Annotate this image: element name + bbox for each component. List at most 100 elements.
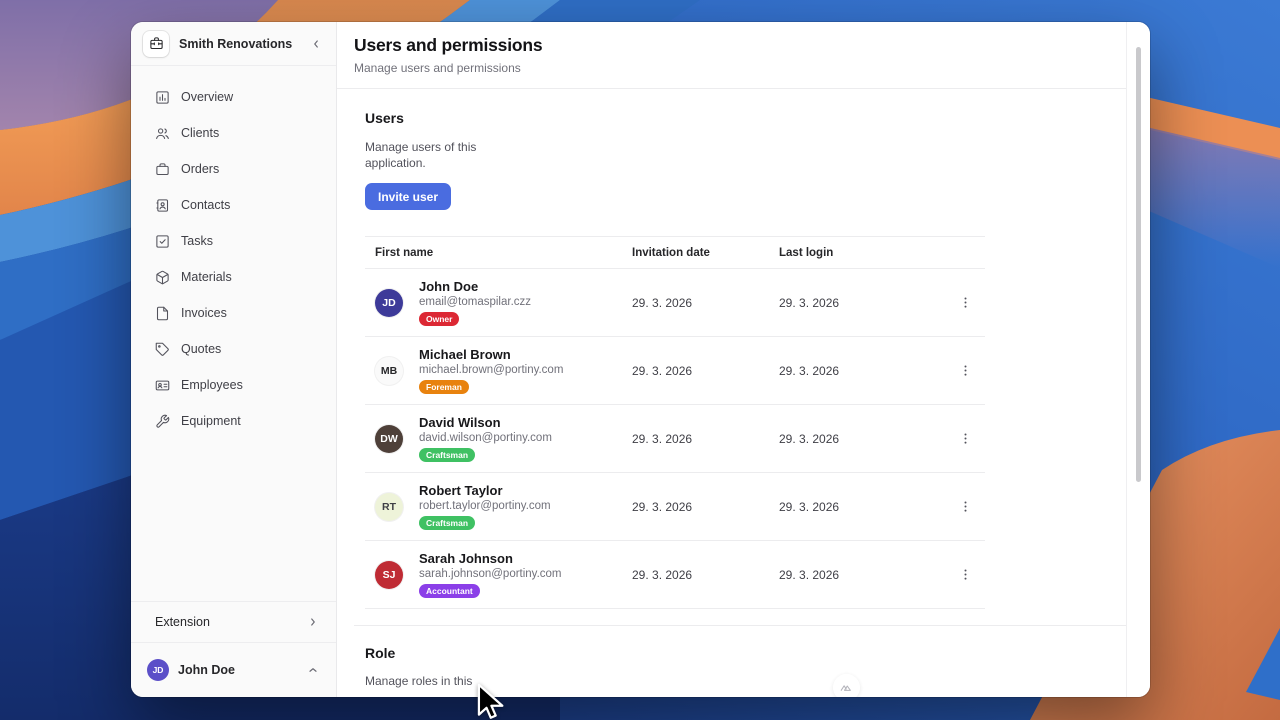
- sidebar-item-orders[interactable]: Orders: [131, 151, 336, 187]
- sidebar-item-label: Quotes: [181, 342, 222, 356]
- user-name: Robert Taylor: [419, 482, 503, 498]
- sidebar-item-clients[interactable]: Clients: [131, 115, 336, 151]
- role-description: Manage roles in this: [365, 674, 473, 689]
- mouse-cursor: [477, 683, 504, 719]
- sidebar-nav: Overview Clients Orders Contacts Tasks Materi…: [131, 66, 336, 439]
- sidebar-item-quotes[interactable]: Quotes: [131, 331, 336, 367]
- briefcase-icon: [155, 162, 170, 177]
- sidebar-item-employees[interactable]: Employees: [131, 367, 336, 403]
- chevron-right-icon: [311, 618, 315, 626]
- row-menu-button[interactable]: [948, 431, 982, 446]
- toolbox-icon: [143, 30, 169, 57]
- contact-book-icon: [155, 198, 170, 213]
- user-email: david.wilson@portiny.com: [419, 431, 552, 444]
- role-badge: Craftsman: [419, 447, 476, 463]
- table-body: JD John Doe email@tomaspilar.czz Owner 29. 3…: [365, 269, 985, 610]
- users-heading: Users: [365, 110, 404, 126]
- user-name: Sarah Johnson: [419, 550, 513, 566]
- table-row: DW David Wilson david.wilson@portiny.com Cr…: [365, 405, 985, 474]
- last-login: 29. 3. 2026: [779, 567, 840, 582]
- sidebar-header: Smith Renovations: [131, 22, 336, 66]
- table-row: RT Robert Taylor robert.taylor@portiny.com…: [365, 473, 985, 542]
- brand-name: Smith Renovations: [179, 36, 293, 51]
- bar-chart-icon: [155, 90, 170, 105]
- role-badge: Accountant: [419, 583, 480, 599]
- mountains-icon: [833, 674, 860, 697]
- divider: [131, 642, 336, 643]
- main-content: Users and permissions Manage users and p…: [337, 22, 1127, 697]
- row-menu-button[interactable]: [948, 363, 982, 378]
- column-header-first-name: First name: [375, 246, 434, 259]
- users-section: Users Manage users of this application. …: [337, 89, 1126, 688]
- wrench-icon: [155, 414, 170, 429]
- kebab-icon: [964, 365, 966, 376]
- avatar: DW: [375, 424, 403, 453]
- last-login: 29. 3. 2026: [779, 295, 840, 310]
- page-title: Users and permissions: [354, 35, 543, 55]
- sidebar-bottom: Extension JD John Doe: [131, 601, 336, 697]
- last-login: 29. 3. 2026: [779, 499, 840, 514]
- avatar: JD: [147, 659, 169, 681]
- scrollbar-thumb[interactable]: [1136, 47, 1141, 482]
- sidebar-collapse-button[interactable]: [308, 36, 324, 52]
- column-header-invitation-date: Invitation date: [632, 246, 710, 259]
- sidebar-item-label: Employees: [181, 378, 243, 392]
- sidebar-item-overview[interactable]: Overview: [131, 79, 336, 115]
- sidebar-item-materials[interactable]: Materials: [131, 259, 336, 295]
- kebab-icon: [964, 569, 966, 580]
- user-name: David Wilson: [419, 414, 501, 430]
- sidebar-item-equipment[interactable]: Equipment: [131, 403, 336, 439]
- last-login: 29. 3. 2026: [779, 431, 840, 446]
- invite-user-button[interactable]: Invite user: [365, 183, 452, 211]
- file-icon: [155, 306, 170, 321]
- sidebar-item-label: Overview: [181, 90, 234, 104]
- user-email: robert.taylor@portiny.com: [419, 499, 551, 512]
- kebab-icon: [964, 297, 966, 308]
- role-badge: Owner: [419, 311, 460, 327]
- avatar: JD: [375, 288, 403, 317]
- avatar: MB: [375, 356, 403, 385]
- users-description: Manage users of this application.: [365, 140, 477, 171]
- row-menu-button[interactable]: [948, 295, 982, 310]
- sidebar-item-label: Invoices: [181, 306, 227, 320]
- package-icon: [155, 270, 170, 285]
- table-header: First name Invitation date Last login: [365, 236, 985, 270]
- sidebar: Smith Renovations Overview Clients Orders C…: [131, 22, 337, 697]
- page-subtitle: Manage users and permissions: [354, 61, 521, 75]
- sidebar-item-label: Orders: [181, 162, 220, 176]
- invitation-date: 29. 3. 2026: [632, 295, 693, 310]
- section-divider: [354, 625, 1126, 627]
- id-card-icon: [155, 378, 170, 393]
- table-row: JD John Doe email@tomaspilar.czz Owner 29. 3…: [365, 269, 985, 338]
- user-name: John Doe: [419, 278, 479, 294]
- sidebar-item-invoices[interactable]: Invoices: [131, 295, 336, 331]
- invitation-date: 29. 3. 2026: [632, 567, 693, 582]
- user-email: email@tomaspilar.czz: [419, 295, 532, 308]
- sidebar-user-menu[interactable]: JD John Doe: [131, 643, 336, 697]
- scrollbar-track[interactable]: [1127, 22, 1150, 697]
- app-window: Smith Renovations Overview Clients Orders C…: [131, 22, 1150, 697]
- sidebar-item-label: Materials: [181, 270, 232, 284]
- invitation-date: 29. 3. 2026: [632, 431, 693, 446]
- row-menu-button[interactable]: [948, 567, 982, 582]
- invitation-date: 29. 3. 2026: [632, 363, 693, 378]
- sidebar-item-tasks[interactable]: Tasks: [131, 223, 336, 259]
- check-square-icon: [155, 234, 170, 249]
- sidebar-item-label: Contacts: [181, 198, 231, 212]
- sidebar-item-label: Tasks: [181, 234, 213, 248]
- sidebar-item-label: Clients: [181, 126, 220, 140]
- users-table: First name Invitation date Last login JD…: [365, 236, 985, 610]
- users-icon: [155, 126, 170, 141]
- avatar: RT: [375, 492, 403, 521]
- sidebar-item-contacts[interactable]: Contacts: [131, 187, 336, 223]
- last-login: 29. 3. 2026: [779, 363, 840, 378]
- table-row: SJ Sarah Johnson sarah.johnson@portiny.com…: [365, 541, 985, 610]
- extension-label: Extension: [155, 615, 210, 629]
- invitation-date: 29. 3. 2026: [632, 499, 693, 514]
- tag-icon: [155, 342, 170, 357]
- role-section: Role Manage roles in this: [365, 645, 1126, 688]
- row-menu-button[interactable]: [948, 499, 982, 514]
- sidebar-item-extension[interactable]: Extension: [131, 602, 336, 642]
- kebab-icon: [964, 433, 966, 444]
- chevron-left-icon: [314, 39, 318, 48]
